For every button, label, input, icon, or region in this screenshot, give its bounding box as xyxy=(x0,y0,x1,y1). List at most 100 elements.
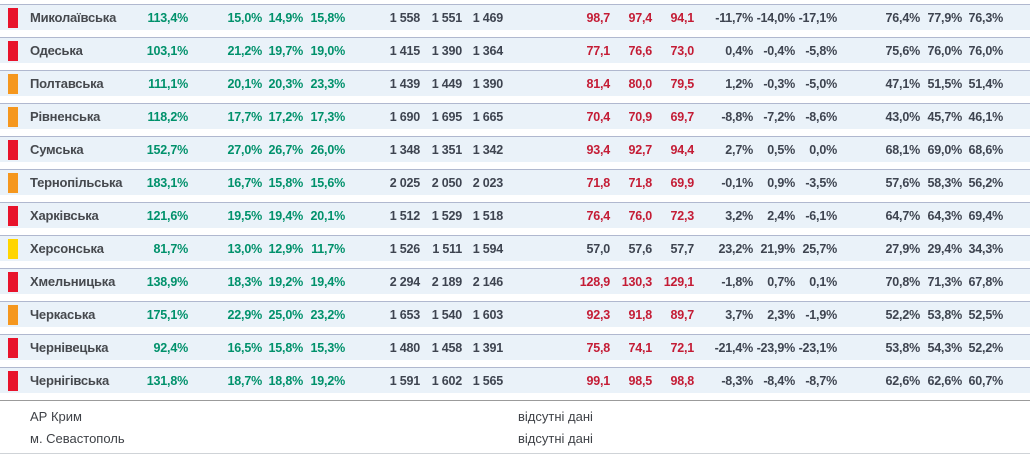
share-cell-1: 68,1% xyxy=(885,142,921,157)
no-data-section: АР Крим відсутні дані м. Севастополь від… xyxy=(0,400,1030,450)
count-cell-3: 2 146 xyxy=(472,274,503,289)
delta-cell-2: 21,9% xyxy=(760,241,796,256)
count-cell-2: 1 529 xyxy=(431,208,462,223)
share-cell-3: 69,4% xyxy=(968,208,1004,223)
status-indicator-square xyxy=(8,238,18,259)
pct-cell-2: 20,3% xyxy=(268,76,304,91)
share-cell-2: 69,0% xyxy=(927,142,963,157)
count-cell-1: 1 690 xyxy=(389,109,420,124)
share-cell-3: 56,2% xyxy=(968,175,1004,190)
share-cell-3: 60,7% xyxy=(968,373,1004,388)
status-indicator-square xyxy=(8,73,18,94)
share-cell-2: 62,6% xyxy=(927,373,963,388)
pct-cell-1: 21,2% xyxy=(227,43,263,58)
share-cell-1: 53,8% xyxy=(885,340,921,355)
share-cell-2: 71,3% xyxy=(927,274,963,289)
region-name: Чернівецька xyxy=(30,340,109,355)
ratio-cell: 111,1% xyxy=(148,76,188,91)
value-cell-2: 80,0 xyxy=(628,76,652,91)
share-cell-3: 52,2% xyxy=(968,340,1004,355)
region-name: Миколаївська xyxy=(30,10,117,25)
region-name: Черкаська xyxy=(30,307,96,322)
value-cell-2: 97,4 xyxy=(628,10,652,25)
delta-cell-3: -1,9% xyxy=(805,307,837,322)
share-cell-3: 51,4% xyxy=(968,76,1004,91)
delta-cell-3: -5,8% xyxy=(805,43,837,58)
count-cell-2: 1 551 xyxy=(431,10,462,25)
share-cell-1: 52,2% xyxy=(885,307,921,322)
pct-cell-3: 23,3% xyxy=(310,76,346,91)
pct-cell-1: 15,0% xyxy=(227,10,263,25)
count-cell-2: 1 695 xyxy=(431,109,462,124)
pct-cell-1: 17,7% xyxy=(227,109,263,124)
ratio-cell: 118,2% xyxy=(147,109,188,124)
count-cell-3: 1 594 xyxy=(472,241,503,256)
count-cell-1: 1 480 xyxy=(389,340,420,355)
pct-cell-3: 26,0% xyxy=(310,142,346,157)
table-row: Тернопільська 183,1% 16,7% 15,8% 15,6% 2… xyxy=(0,169,1030,195)
ratio-cell: 131,8% xyxy=(146,373,188,388)
delta-cell-1: -1,8% xyxy=(721,274,753,289)
value-cell-1: 71,8 xyxy=(586,175,610,190)
value-cell-3: 79,5 xyxy=(670,76,694,91)
delta-cell-1: 2,7% xyxy=(725,142,753,157)
no-data-note: відсутні дані xyxy=(518,409,593,424)
delta-cell-3: -5,0% xyxy=(805,76,837,91)
share-cell-1: 64,7% xyxy=(885,208,921,223)
pct-cell-2: 15,8% xyxy=(268,340,304,355)
share-cell-3: 76,3% xyxy=(968,10,1004,25)
delta-cell-2: 2,3% xyxy=(767,307,795,322)
region-name: Тернопільська xyxy=(30,175,123,190)
share-cell-2: 54,3% xyxy=(927,340,963,355)
share-cell-1: 47,1% xyxy=(885,76,921,91)
pct-cell-3: 19,2% xyxy=(310,373,346,388)
value-cell-3: 98,8 xyxy=(670,373,694,388)
pct-cell-2: 14,9% xyxy=(268,10,304,25)
share-cell-1: 27,9% xyxy=(885,241,921,256)
value-cell-3: 69,9 xyxy=(670,175,694,190)
value-cell-1: 99,1 xyxy=(586,373,610,388)
table-row: Харківська 121,6% 19,5% 19,4% 20,1% 1 51… xyxy=(0,202,1030,228)
status-indicator-square xyxy=(8,7,18,28)
status-indicator-square xyxy=(8,370,18,391)
region-name: АР Крим xyxy=(30,409,82,424)
status-indicator-square xyxy=(8,304,18,325)
count-cell-3: 2 023 xyxy=(472,175,503,190)
status-indicator-square xyxy=(8,40,18,61)
delta-cell-3: -3,5% xyxy=(805,175,837,190)
ratio-cell: 113,4% xyxy=(147,10,188,25)
delta-cell-2: 0,7% xyxy=(767,274,795,289)
region-name: Одеська xyxy=(30,43,83,58)
ratio-cell: 92,4% xyxy=(153,340,189,355)
table-row: Сумська 152,7% 27,0% 26,7% 26,0% 1 348 1… xyxy=(0,136,1030,162)
status-indicator-square xyxy=(8,337,18,358)
value-cell-3: 72,3 xyxy=(670,208,694,223)
table-row: Херсонська 81,7% 13,0% 12,9% 11,7% 1 526… xyxy=(0,235,1030,261)
count-cell-3: 1 342 xyxy=(472,142,503,157)
value-cell-1: 92,3 xyxy=(586,307,610,322)
value-cell-3: 69,7 xyxy=(670,109,694,124)
count-cell-3: 1 565 xyxy=(472,373,503,388)
share-cell-1: 43,0% xyxy=(885,109,921,124)
delta-cell-1: 1,2% xyxy=(725,76,753,91)
share-cell-3: 46,1% xyxy=(968,109,1004,124)
value-cell-1: 98,7 xyxy=(586,10,610,25)
count-cell-1: 1 653 xyxy=(389,307,420,322)
count-cell-1: 2 025 xyxy=(389,175,420,190)
value-cell-1: 81,4 xyxy=(586,76,610,91)
delta-cell-3: 25,7% xyxy=(802,241,838,256)
pct-cell-3: 15,3% xyxy=(310,340,346,355)
value-cell-1: 70,4 xyxy=(586,109,610,124)
delta-cell-2: 2,4% xyxy=(767,208,795,223)
status-indicator-square xyxy=(8,106,18,127)
delta-cell-2: -14,0% xyxy=(756,10,796,25)
pct-cell-1: 20,1% xyxy=(227,76,263,91)
delta-cell-2: -8,4% xyxy=(763,373,795,388)
delta-cell-1: 3,2% xyxy=(725,208,753,223)
value-cell-2: 57,6 xyxy=(628,241,652,256)
share-cell-2: 58,3% xyxy=(927,175,963,190)
delta-cell-1: -21,4% xyxy=(714,340,754,355)
share-cell-2: 45,7% xyxy=(927,109,963,124)
value-cell-1: 76,4 xyxy=(586,208,610,223)
ratio-cell: 121,6% xyxy=(146,208,188,223)
